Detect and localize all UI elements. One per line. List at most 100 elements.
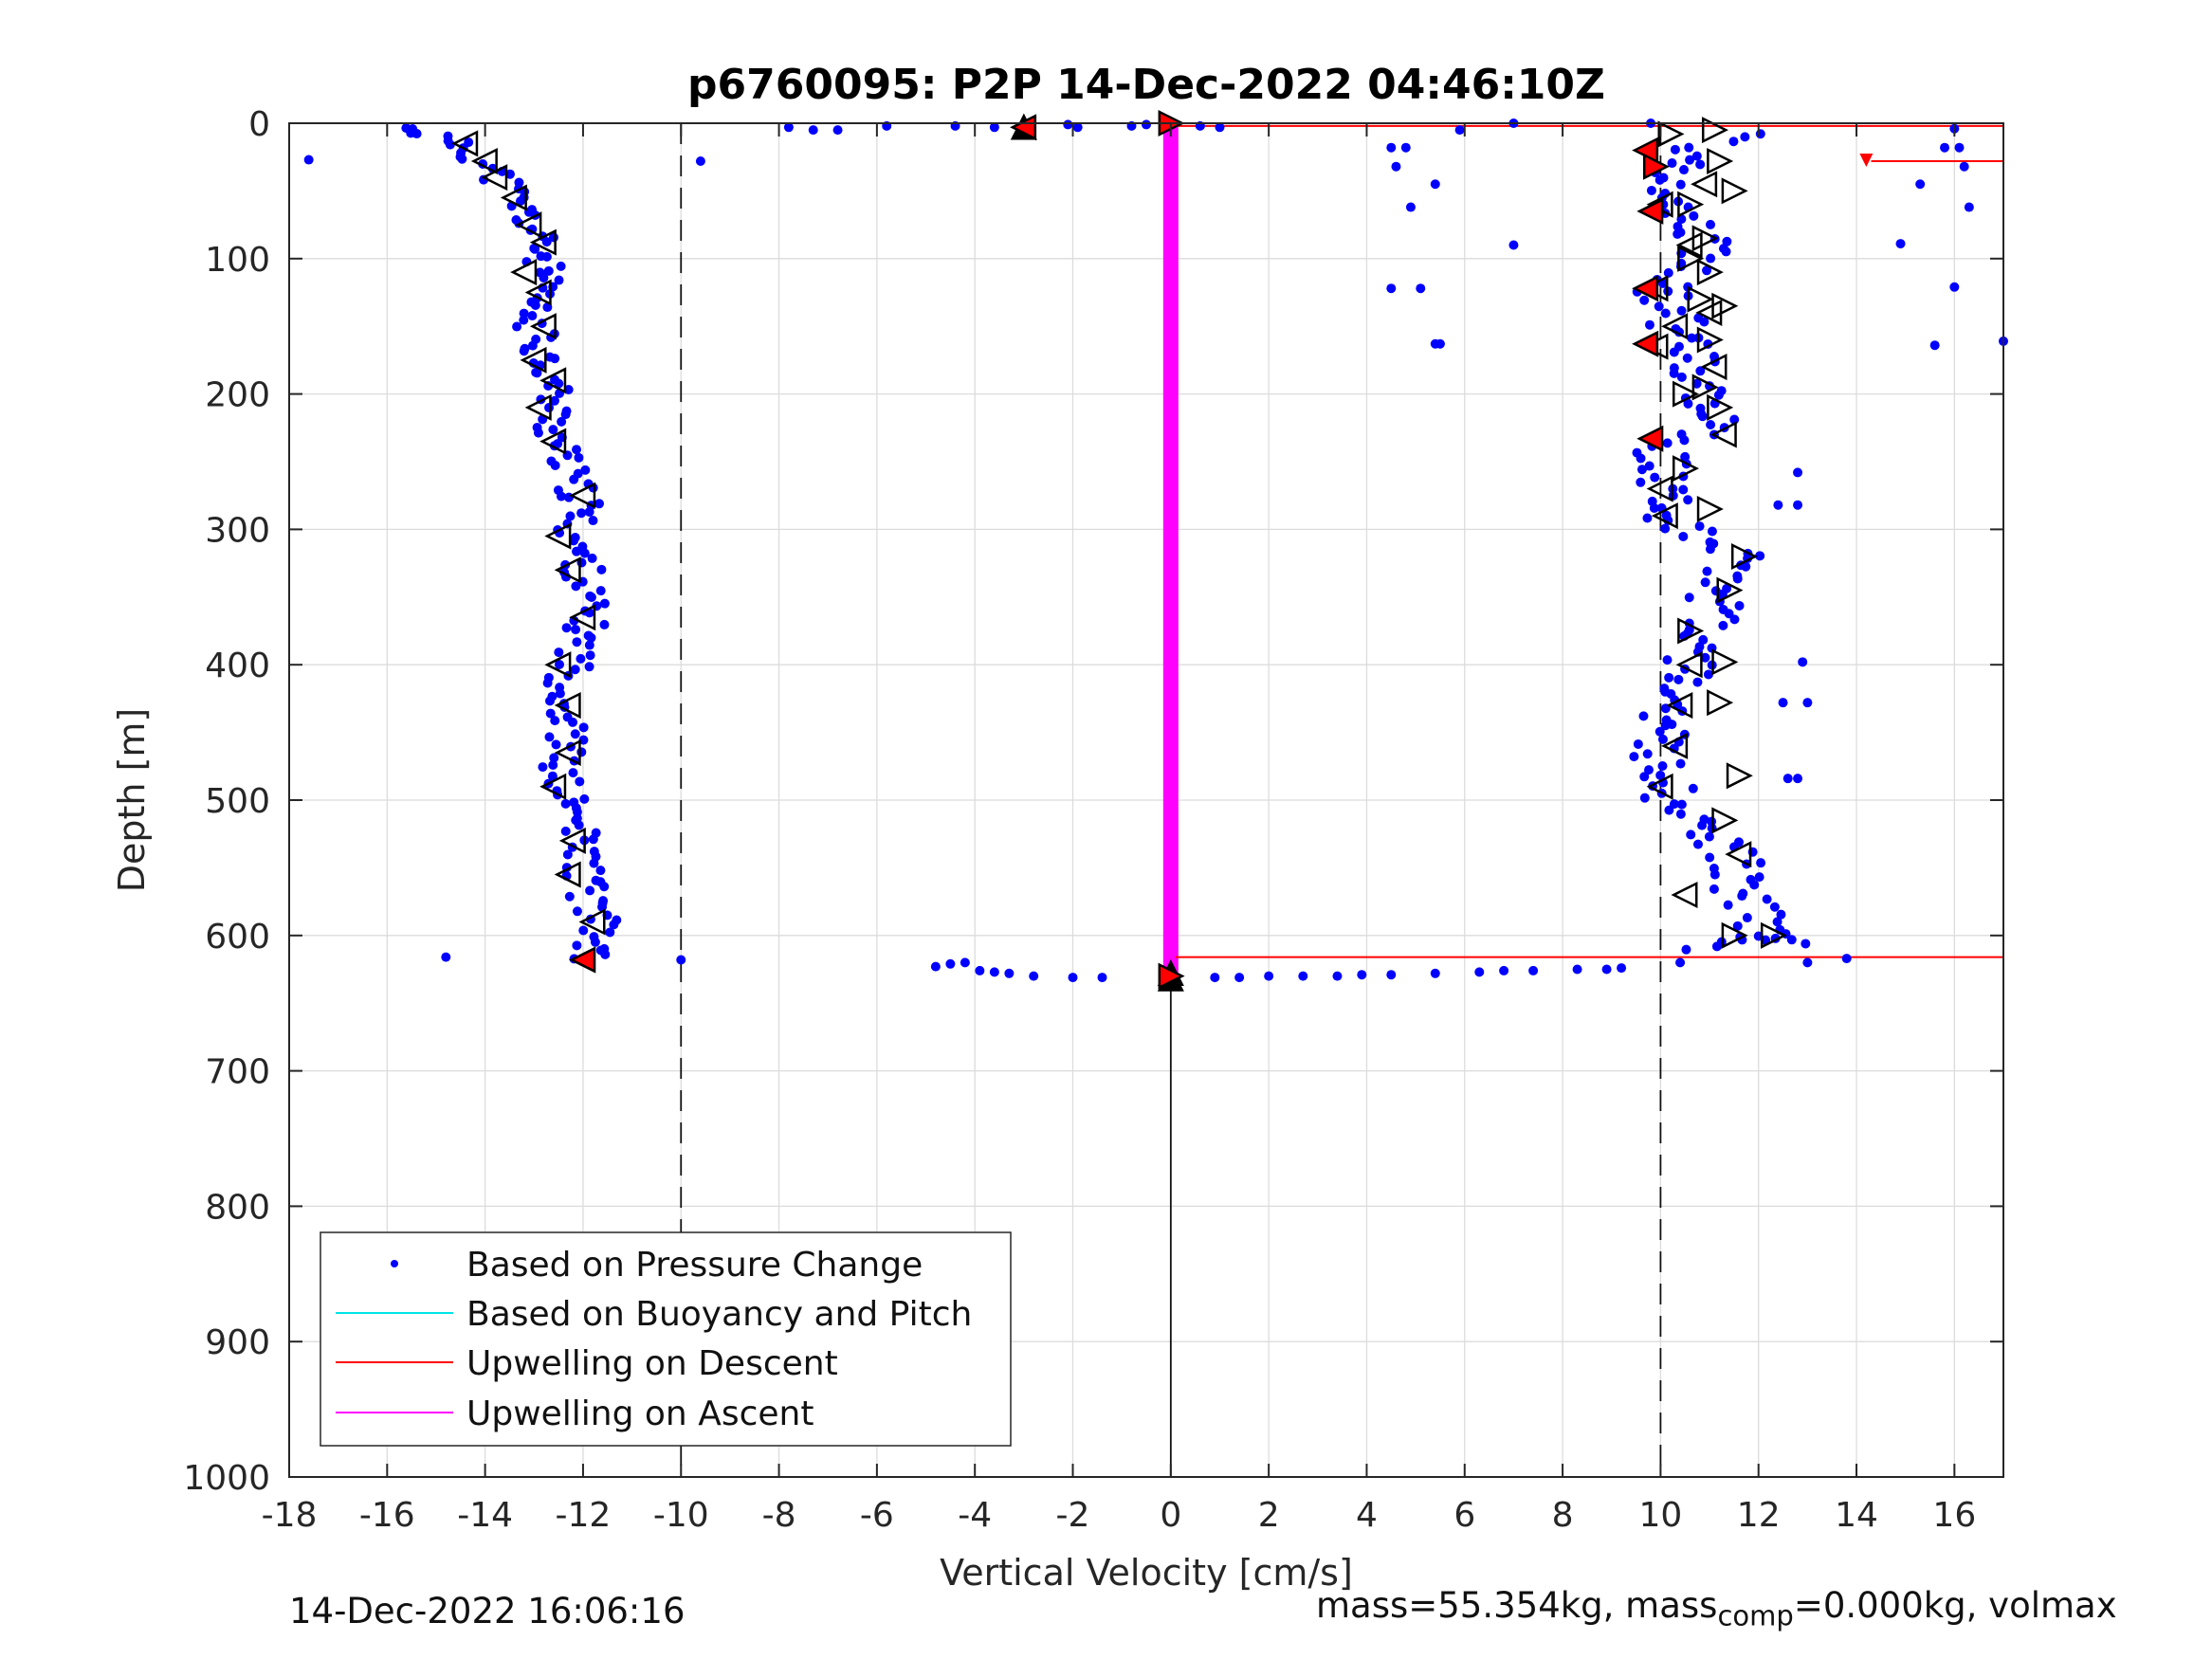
pressure-point (441, 952, 451, 962)
y-tick-label: 100 (205, 241, 270, 280)
pressure-point (1097, 973, 1107, 983)
marker-right-open (1711, 292, 1739, 319)
x-tick-label: 16 (1932, 1496, 1976, 1535)
pressure-point (578, 722, 589, 733)
pressure-point (599, 882, 610, 892)
pressure-point (1386, 970, 1397, 980)
marker-left-red (1636, 425, 1664, 452)
pressure-point (1072, 122, 1083, 133)
marker-left-open (1691, 171, 1718, 198)
marker-right-open (1696, 259, 1724, 286)
pressure-point (595, 866, 606, 876)
x-tick-label: -6 (860, 1496, 894, 1535)
pressure-point (1703, 669, 1713, 680)
pressure-point (1688, 783, 1698, 793)
marker-right-open (1677, 617, 1705, 645)
pressure-point (1733, 837, 1744, 848)
pressure-point (1676, 305, 1687, 316)
pressure-point (596, 564, 607, 574)
pressure-point (1662, 438, 1673, 448)
marker-left-open (1646, 475, 1673, 502)
pressure-point (1793, 774, 1803, 784)
marker-right-open (1677, 245, 1705, 272)
legend-dot-pressure (391, 1260, 398, 1267)
pressure-point (1793, 467, 1803, 478)
pressure-point (572, 940, 582, 951)
pressure-point (1644, 461, 1654, 471)
pressure-point (1357, 970, 1367, 980)
pressure-point (568, 768, 578, 778)
pressure-point (584, 662, 594, 672)
marker-right-open (1730, 542, 1759, 570)
pressure-point (588, 516, 598, 526)
pressure-point (527, 340, 538, 351)
pressure-point (539, 273, 549, 283)
pressure-point (600, 949, 611, 959)
legend-box (320, 1231, 1012, 1447)
pressure-point (1738, 888, 1748, 899)
pressure-point (1528, 965, 1539, 975)
x-tick-label: -14 (457, 1496, 513, 1535)
pressure-point (542, 678, 553, 688)
pressure-point (1678, 484, 1689, 495)
pressure-point (303, 155, 314, 165)
pressure-point (1686, 830, 1696, 840)
pressure-point (1710, 586, 1721, 596)
y-tick-label: 600 (205, 918, 270, 957)
pressure-point (1773, 500, 1783, 510)
pressure-point (549, 395, 559, 406)
pressure-point (504, 169, 515, 179)
mass-prefix: mass=55.354kg, mass (1316, 1585, 1718, 1626)
pressure-point (564, 891, 575, 902)
legend-label-ascent: Upwelling on Ascent (466, 1395, 814, 1433)
pressure-point (1895, 239, 1906, 249)
pressure-point (571, 625, 581, 635)
pressure-point (530, 244, 540, 254)
pressure-point (1405, 202, 1416, 212)
pressure-point (1332, 971, 1343, 981)
marker-right-open (1696, 495, 1724, 523)
pressure-point (457, 154, 467, 164)
pressure-point (1660, 523, 1671, 534)
pressure-point (1693, 313, 1704, 323)
pressure-point (541, 251, 552, 262)
pressure-point (1755, 129, 1765, 139)
pressure-point (1722, 583, 1732, 593)
marker-right-open (1691, 374, 1719, 401)
marker-left-open (529, 313, 557, 340)
pressure-point (1702, 566, 1712, 576)
pressure-point (1660, 308, 1671, 319)
pressure-point (571, 581, 581, 592)
pressure-point (580, 465, 591, 475)
pressure-point (1684, 625, 1694, 635)
pressure-point (1802, 698, 1813, 708)
marker-right-open (1707, 393, 1734, 421)
chart-title: p6760095: P2P 14-Dec-2022 04:46:10Z (687, 61, 1605, 109)
pressure-point (1508, 240, 1519, 250)
marker-left-open (554, 556, 581, 584)
pressure-point (1617, 963, 1627, 974)
pressure-point (1683, 495, 1693, 505)
pressure-point (560, 410, 571, 420)
pressure-point (1940, 142, 1950, 153)
pressure-point (519, 315, 529, 325)
pressure-point (1639, 295, 1650, 305)
pressure-point (1772, 917, 1782, 927)
pressure-point (1669, 363, 1679, 374)
pressure-point (930, 961, 941, 972)
pressure-point (1786, 935, 1797, 945)
marker-left-open (1666, 692, 1693, 720)
pressure-point (1756, 858, 1766, 868)
pressure-point (1742, 913, 1752, 923)
mass-suffix: =0.000kg, volmax (1793, 1585, 2117, 1626)
pressure-point (584, 506, 594, 517)
pressure-point (445, 139, 455, 150)
marker-left-red (569, 946, 596, 974)
pressure-point (1386, 283, 1397, 294)
footer-mass-info: mass=55.354kg, masscomp=0.000kg, volmax (1316, 1585, 2117, 1632)
pressure-point (1722, 236, 1732, 246)
pressure-point (1732, 921, 1743, 931)
pressure-point (1063, 119, 1073, 130)
pressure-point (1673, 674, 1684, 684)
pressure-point (1029, 971, 1039, 981)
